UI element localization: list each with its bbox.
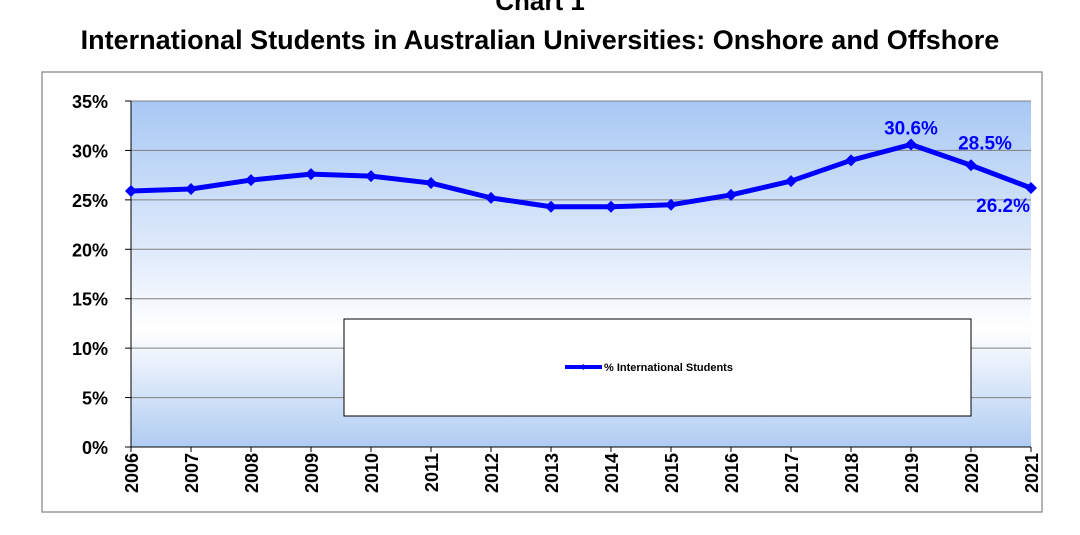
data-label: 30.6% [884,118,938,139]
x-tick-label: 2018 [842,453,862,493]
legend-label: % International Students [604,362,733,374]
data-point [785,175,797,188]
data-point [545,200,557,213]
data-point [725,188,737,201]
data-label: 26.2% [976,196,1030,217]
legend-marker [580,364,587,370]
data-point [185,182,197,195]
x-tick-label: 2014 [602,453,622,493]
y-tick-label: 10% [72,339,108,359]
x-tick-label: 2008 [242,453,262,493]
x-tick-label: 2009 [302,453,322,493]
x-tick-label: 2021 [1022,453,1042,493]
chart-label: Chart 1 [495,0,585,16]
data-point [365,170,377,183]
y-tick-label: 25% [72,191,108,211]
data-point [305,168,317,181]
data-point [485,191,497,204]
y-tick-label: 30% [72,141,108,161]
x-tick-label: 2011 [422,453,442,492]
x-tick-label: 2019 [902,453,922,493]
x-tick-label: 2010 [362,453,382,493]
data-point [905,138,917,151]
x-tick-label: 2012 [482,453,502,493]
x-tick-label: 2015 [662,453,682,493]
data-point [245,174,257,187]
series-line [130,141,1032,210]
data-point [1025,181,1037,194]
chart-title: International Students in Australian Uni… [80,25,1000,55]
data-point [125,184,137,197]
data-point [665,198,677,211]
x-tick-label: 2013 [542,453,562,493]
data-point [425,177,437,190]
data-point [605,200,617,213]
x-tick-label: 2020 [962,453,982,493]
data-label: 28.5% [958,133,1012,154]
y-tick-label: 5% [82,389,108,409]
x-tick-label: 2016 [722,453,742,493]
y-tick-label: 0% [82,438,108,458]
data-point [845,154,857,167]
y-tick-label: 20% [72,240,108,260]
x-tick-label: 2007 [182,453,202,493]
data-point [965,159,977,172]
x-tick-label: 2006 [122,453,142,493]
y-tick-label: 15% [72,290,108,310]
y-tick-label: 35% [72,92,108,112]
x-tick-label: 2017 [782,453,802,493]
legend-box [343,318,972,417]
